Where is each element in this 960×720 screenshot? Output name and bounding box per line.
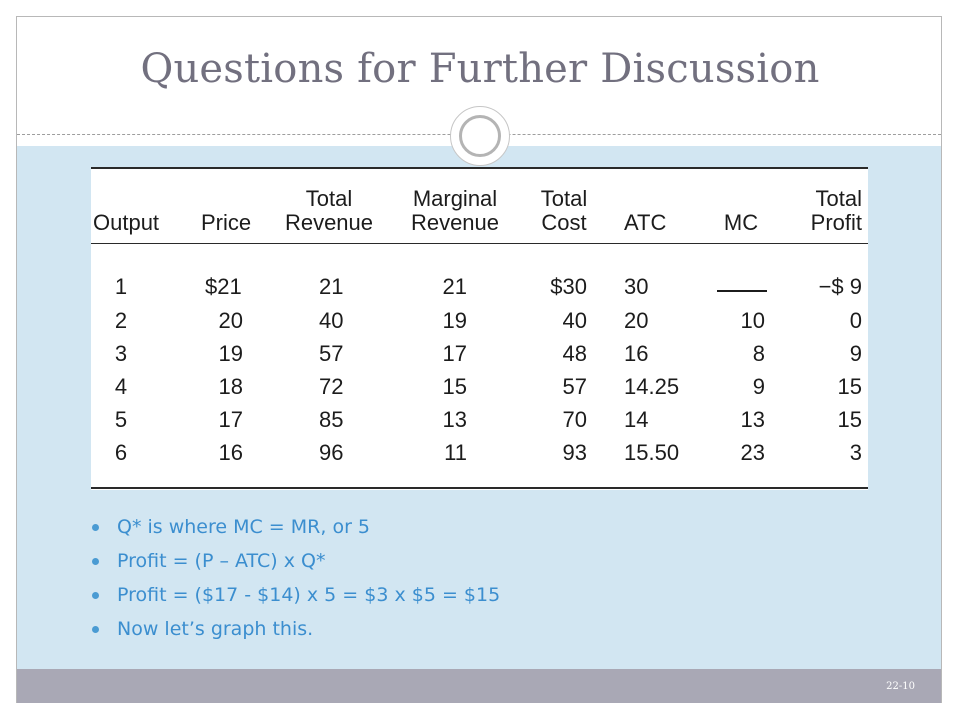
table-cell-marginal-revenue: 11 <box>444 440 467 465</box>
bullet-item: Profit = (P – ATC) x Q* <box>89 548 500 582</box>
header-price-line1 <box>191 187 261 211</box>
header-total-cost-line2: Cost <box>541 210 587 235</box>
table-cell-total-revenue: 85 <box>319 407 344 432</box>
table-cell-output: 3 <box>114 341 128 366</box>
slide-title: Questions for Further Discussion <box>140 46 820 92</box>
table-cell-mc-blank <box>717 290 767 292</box>
header-output-line2: Output <box>93 210 160 235</box>
table-cell-total-profit: 9 <box>849 341 862 366</box>
header-total-cost-line1: Total <box>540 186 588 211</box>
table-cell-atc: 14.25 <box>624 374 680 399</box>
table-cell-price: $21 <box>205 274 242 299</box>
profit-table: Output Price Total Revenue Marginal Reve… <box>91 167 868 490</box>
header-total-revenue-line2: Revenue <box>284 210 374 235</box>
bullet-text: Q* is where MC = MR, or 5 <box>117 516 371 538</box>
table-cell-atc: 14 <box>624 407 649 432</box>
table-cell-total-cost: 48 <box>562 341 587 366</box>
header-marginal-revenue-line1: Marginal <box>412 186 498 211</box>
ornament-ring <box>459 115 501 157</box>
table-cell-total-revenue: 72 <box>319 374 344 399</box>
bullet-dot-icon <box>92 524 99 531</box>
table-cell-output: 1 <box>114 274 128 299</box>
table-cell-output: 4 <box>114 374 128 399</box>
table-cell-total-cost: $30 <box>550 274 587 299</box>
table-bottom-rule <box>91 487 868 489</box>
bullet-list: Q* is where MC = MR, or 5 Profit = (P – … <box>89 514 500 650</box>
table-cell-mc: 23 <box>740 440 765 465</box>
circle-ornament-icon <box>450 106 510 166</box>
table-cell-total-profit: 3 <box>849 440 862 465</box>
table-cell-marginal-revenue: 19 <box>442 308 467 333</box>
header-mc-line1 <box>711 187 771 211</box>
header-atc-line2: ATC <box>624 210 667 235</box>
bullet-item: Profit = ($17 - $14) x 5 = $3 x $5 = $15 <box>89 582 500 616</box>
table-cell-price: 19 <box>218 341 243 366</box>
bullet-text: Profit = ($17 - $14) x 5 = $3 x $5 = $15 <box>117 584 501 606</box>
header-atc-line1 <box>624 187 694 211</box>
table-cell-mc: 9 <box>752 374 765 399</box>
table-cell-total-profit: 15 <box>837 374 862 399</box>
header-total-profit-line2: Profit <box>810 210 862 235</box>
table-cell-atc: 16 <box>624 341 649 366</box>
table-cell-total-cost: 40 <box>562 308 587 333</box>
table-cell-mc: 8 <box>752 341 765 366</box>
table-cell-total-profit: −$ 9 <box>818 274 862 299</box>
table-cell-output: 6 <box>114 440 128 465</box>
table-cell-total-cost: 70 <box>562 407 587 432</box>
header-output-line1 <box>93 187 173 211</box>
header-marginal-revenue: Marginal Revenue <box>400 187 510 235</box>
table-cell-mc: 13 <box>740 407 765 432</box>
table-cell-marginal-revenue: 17 <box>442 341 467 366</box>
table-cell-total-revenue: 40 <box>319 308 344 333</box>
header-total-revenue-line1: Total <box>305 186 353 211</box>
table-cell-total-cost: 93 <box>562 440 587 465</box>
table-cell-total-profit: 15 <box>837 407 862 432</box>
table-cell-marginal-revenue: 21 <box>442 274 467 299</box>
header-total-profit: Total Profit <box>786 187 862 235</box>
header-atc: ATC <box>624 187 694 235</box>
table-cell-atc: 20 <box>624 308 649 333</box>
table-cell-marginal-revenue: 13 <box>442 407 467 432</box>
table-cell-price: 20 <box>218 308 243 333</box>
header-mc: MC <box>711 187 771 235</box>
bullet-text: Profit = (P – ATC) x Q* <box>117 550 326 572</box>
table-cell-output: 2 <box>114 308 128 333</box>
table-cell-price: 18 <box>218 374 243 399</box>
bullet-dot-icon <box>92 592 99 599</box>
bullet-item: Now let’s graph this. <box>89 616 500 650</box>
header-price: Price <box>191 187 261 235</box>
table-cell-price: 17 <box>218 407 243 432</box>
table-cell-total-revenue: 57 <box>319 341 344 366</box>
table-cell-total-profit: 0 <box>849 308 862 333</box>
table-cell-total-cost: 57 <box>562 374 587 399</box>
table-cell-atc: 15.50 <box>624 440 680 465</box>
header-marginal-revenue-line2: Revenue <box>410 210 500 235</box>
header-total-cost: Total Cost <box>529 187 599 235</box>
header-price-line2: Price <box>200 210 252 235</box>
table-cell-total-revenue: 21 <box>319 274 344 299</box>
bullet-dot-icon <box>92 626 99 633</box>
bullet-item: Q* is where MC = MR, or 5 <box>89 514 500 548</box>
header-mc-line2: MC <box>723 210 759 235</box>
table-cell-price: 16 <box>218 440 243 465</box>
header-output: Output <box>93 187 173 235</box>
table-cell-output: 5 <box>114 407 128 432</box>
header-total-revenue: Total Revenue <box>279 187 379 235</box>
footer-bar: 22-10 <box>17 669 941 703</box>
table-top-rule <box>91 167 868 169</box>
table-cell-total-revenue: 96 <box>319 440 344 465</box>
table-cell-atc: 30 <box>624 274 649 299</box>
table-header-rule <box>91 243 868 244</box>
slide-number: 22-10 <box>886 681 915 692</box>
table-cell-mc: 10 <box>740 308 765 333</box>
header-total-profit-line1: Total <box>815 186 862 211</box>
bullet-dot-icon <box>92 558 99 565</box>
bullet-text: Now let’s graph this. <box>117 618 314 640</box>
table-cell-marginal-revenue: 15 <box>442 374 467 399</box>
